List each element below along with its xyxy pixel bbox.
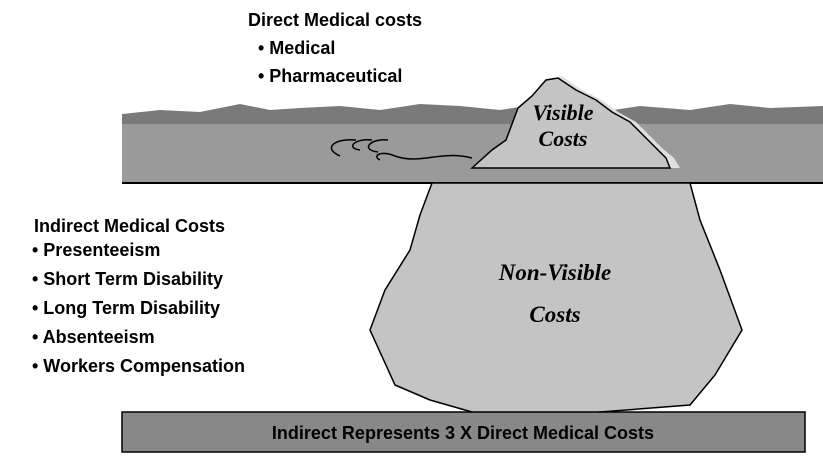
direct-item: • Medical (258, 38, 335, 58)
iceberg-diagram: Direct Medical costs • Medical • Pharmac… (0, 0, 823, 460)
sea (122, 124, 823, 183)
non-visible-label: Non-Visible (498, 260, 611, 285)
indirect-item: • Presenteeism (32, 240, 160, 260)
indirect-item: • Absenteeism (32, 327, 155, 347)
visible-label: Costs (539, 126, 588, 151)
indirect-item: • Workers Compensation (32, 356, 245, 376)
banner-text: Indirect Represents 3 X Direct Medical C… (272, 423, 654, 443)
indirect-list: • Presenteeism • Short Term Disability • L… (32, 240, 245, 376)
sea-horizon (122, 104, 823, 126)
direct-item: • Pharmaceutical (258, 66, 402, 86)
visible-label: Visible (532, 100, 593, 125)
indirect-item: • Short Term Disability (32, 269, 223, 289)
indirect-title: Indirect Medical Costs (34, 216, 225, 236)
non-visible-label: Costs (529, 302, 580, 327)
direct-title: Direct Medical costs (248, 10, 422, 30)
indirect-item: • Long Term Disability (32, 298, 220, 318)
